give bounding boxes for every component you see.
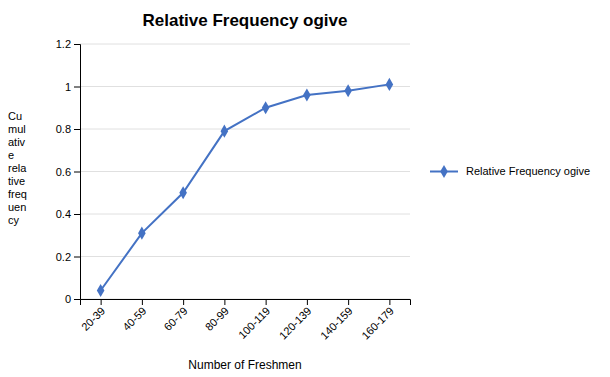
y-tick-label: 1.2 [56, 38, 71, 50]
y-tick-mark [74, 172, 80, 173]
y-axis-title-line: freq [8, 188, 27, 200]
grid-line [80, 256, 410, 257]
marker [221, 125, 229, 138]
title: Relative Frequency ogive [142, 11, 347, 30]
grid [80, 44, 410, 299]
y-axis-title-line: Cu [8, 110, 22, 122]
series-line [101, 84, 390, 290]
x-tick-label: 60-79 [161, 305, 189, 333]
y-axis-title-line: rela [8, 162, 27, 174]
grid-line [80, 129, 410, 130]
x-tick-mark [389, 299, 390, 305]
y-tick-label: 0.4 [56, 208, 71, 220]
y-axis-title-line: e [8, 149, 14, 161]
x-tick: 140-159 [318, 299, 355, 342]
grid-line [80, 86, 410, 87]
y-axis-title-line: cy [8, 214, 20, 226]
y-tick-label: 0.8 [56, 123, 71, 135]
marker [386, 78, 394, 91]
y-tick: 0 [65, 293, 80, 305]
y-axis-line [74, 45, 81, 300]
x-tick-label: 120-139 [277, 305, 314, 342]
x-tick: 80-99 [203, 299, 231, 333]
marker [97, 284, 105, 297]
y-axis-title-line: uen [8, 201, 26, 213]
y-tick: 0.6 [56, 166, 80, 178]
y-tick: 0.4 [56, 208, 80, 220]
x-tick-label: 80-99 [203, 305, 231, 333]
marker [179, 186, 187, 199]
y-tick: 0.8 [56, 123, 80, 135]
y-tick-mark [74, 44, 80, 45]
chart: 0 0.2 0.4 0.6 0.8 1 1.2 20-39 40-59 60-79 80-99100… [0, 0, 610, 377]
plot: 0 0.2 0.4 0.6 0.8 1 1.2 20-39 40-59 60-79 80-99100… [56, 38, 411, 342]
y-tick-mark [74, 87, 80, 88]
legend-swatch-marker [440, 165, 448, 178]
x-tick-label: 40-59 [120, 305, 148, 333]
grid-line [80, 214, 410, 215]
y-axis-title-line: tive [8, 175, 25, 187]
x-tick-label: 100-119 [236, 305, 272, 341]
x-tick-label: 20-39 [79, 305, 107, 333]
x-tick-label: 140-159 [318, 305, 355, 342]
marker [262, 101, 270, 114]
x-tick-label: 160-179 [359, 305, 396, 342]
x-tick-mark [183, 299, 184, 305]
x-tick: 40-59 [120, 299, 148, 333]
data [97, 78, 393, 297]
legend-label: Relative Frequency ogive [466, 165, 590, 177]
y-axis-title-line: ativ [8, 136, 26, 148]
y-tick-label: 0.6 [56, 166, 71, 178]
legend-item: Relative Frequency ogive [430, 165, 590, 178]
marker [344, 84, 352, 97]
y-axis-title: Cumulativerelativefrequency [8, 110, 27, 226]
x-axis-title: Number of Freshmen [188, 358, 301, 372]
x-tick-mark [101, 299, 102, 305]
y-tick: 1.2 [56, 38, 80, 50]
x-axis-line [81, 300, 411, 306]
grid-line [80, 44, 410, 45]
y-tick-label: 1 [65, 81, 71, 93]
y-axis-title-line: mul [8, 123, 26, 135]
y-tick-label: 0.2 [56, 251, 71, 263]
y-axis: 0 0.2 0.4 0.6 0.8 1 1.2 [56, 38, 81, 305]
legend: Relative Frequency ogive [430, 165, 590, 178]
y-tick: 0.2 [56, 251, 80, 263]
x-tick-mark [266, 299, 267, 305]
x-tick: 160-179 [359, 299, 396, 342]
x-tick-mark [348, 299, 349, 305]
y-tick-mark [74, 299, 80, 300]
marker [138, 227, 146, 240]
x-tick-mark [224, 299, 225, 305]
x-axis: 20-39 40-59 60-79 80-99100-119120-139140-15… [79, 299, 411, 342]
x-tick: 120-139 [277, 299, 314, 342]
y-tick-mark [74, 214, 80, 215]
grid-line [80, 171, 410, 172]
markers [97, 78, 393, 297]
x-tick: 60-79 [161, 299, 189, 333]
y-tick-mark [74, 257, 80, 258]
marker [303, 88, 311, 101]
x-tick-mark [307, 299, 308, 305]
x-tick-mark [142, 299, 143, 305]
y-tick-mark [74, 129, 80, 130]
y-tick: 1 [65, 81, 80, 93]
x-tick: 100-119 [236, 299, 272, 341]
y-tick-label: 0 [65, 293, 71, 305]
x-tick: 20-39 [79, 299, 107, 333]
